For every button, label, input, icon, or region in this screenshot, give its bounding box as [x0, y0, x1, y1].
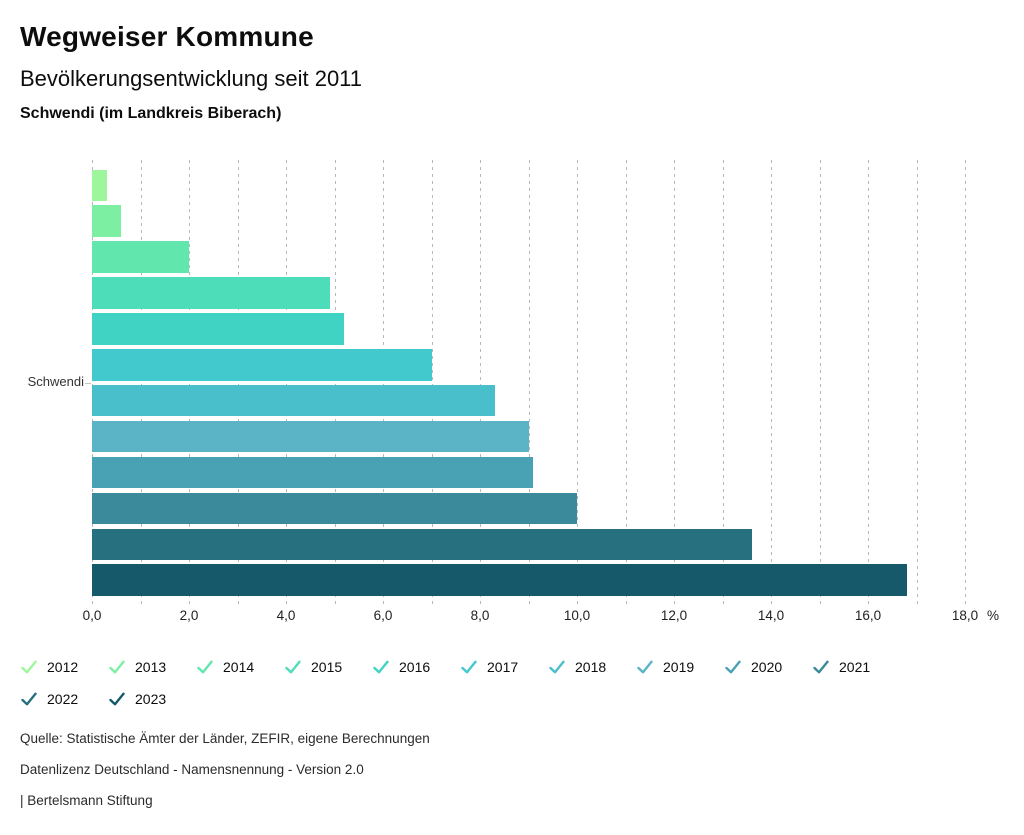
gridline [140, 160, 142, 607]
gridline [431, 160, 433, 607]
checkmark-icon [549, 660, 565, 674]
attribution-note: | Bertelsmann Stiftung [20, 793, 153, 808]
x-axis-tick-label: 2,0 [179, 608, 199, 623]
gridline [625, 160, 627, 607]
bar-2016[interactable] [92, 313, 345, 345]
bar-2015[interactable] [92, 277, 330, 309]
checkmark-icon [813, 660, 829, 674]
legend-item-2013[interactable]: 2013 [109, 657, 197, 677]
legend-item-label: 2019 [663, 659, 695, 675]
gridline [334, 160, 336, 607]
checkmark-icon [109, 660, 125, 674]
x-axis-tick-label: 16,0 [854, 608, 882, 623]
gridline [916, 160, 918, 607]
bar-2017[interactable] [92, 349, 432, 381]
chart-location-subtitle: Schwendi (im Landkreis Biberach) [20, 105, 282, 122]
bar-chart-plot-area [92, 160, 966, 607]
legend-item-label: 2012 [47, 659, 79, 675]
legend-item-label: 2018 [575, 659, 607, 675]
gridline [383, 160, 384, 607]
x-axis-tick-label: 12,0 [660, 608, 688, 623]
checkmark-icon [109, 692, 125, 706]
y-axis-tick [85, 383, 91, 384]
checkmark-icon [21, 692, 37, 706]
legend-item-2022[interactable]: 2022 [21, 689, 109, 709]
legend-item-label: 2017 [487, 659, 519, 675]
checkmark-icon [285, 660, 301, 674]
legend-item-2023[interactable]: 2023 [109, 689, 197, 709]
legend-item-2018[interactable]: 2018 [549, 657, 637, 677]
bar-2018[interactable] [92, 384, 495, 417]
legend-item-2019[interactable]: 2019 [637, 657, 725, 677]
x-axis-tick-label: 18,0 [951, 608, 979, 623]
legend-item-label: 2022 [47, 691, 79, 707]
chart-title: Bevölkerungsentwicklung seit 2011 [20, 66, 363, 91]
gridline [528, 160, 530, 607]
gridline [189, 160, 190, 607]
legend-item-label: 2021 [839, 659, 871, 675]
checkmark-icon [21, 660, 37, 674]
bar-2012[interactable] [92, 169, 107, 201]
source-note: Quelle: Statistische Ämter der Länder, Z… [20, 731, 430, 746]
gridline [286, 160, 287, 607]
legend-item-2016[interactable]: 2016 [373, 657, 461, 677]
legend-item-2020[interactable]: 2020 [725, 657, 813, 677]
gridline [868, 160, 869, 607]
x-axis-tick-label: 8,0 [470, 608, 490, 623]
gridline [577, 160, 578, 607]
checkmark-icon [725, 660, 741, 674]
chart-footer: Quelle: Statistische Ämter der Länder, Z… [20, 732, 430, 825]
checkmark-icon [373, 660, 389, 674]
legend-item-2017[interactable]: 2017 [461, 657, 549, 677]
legend-item-2015[interactable]: 2015 [285, 657, 373, 677]
gridline [674, 160, 675, 607]
bar-2019[interactable] [92, 420, 529, 453]
bar-2022[interactable] [92, 528, 752, 560]
gridline [722, 160, 724, 607]
app-title: Wegweiser Kommune [20, 21, 314, 52]
bar-2023[interactable] [92, 564, 907, 596]
legend-item-label: 2015 [311, 659, 343, 675]
gridline [819, 160, 821, 607]
checkmark-icon [637, 660, 653, 674]
x-axis-tick-label: 4,0 [276, 608, 296, 623]
legend-item-label: 2016 [399, 659, 431, 675]
legend-item-label: 2020 [751, 659, 783, 675]
gridline [92, 160, 93, 607]
gridline [237, 160, 239, 607]
x-axis-tick-label: 0,0 [82, 608, 102, 623]
chart-legend: 2012 2013 2014 2015 2016 2017 2018 2019 2020 2021… [21, 657, 911, 709]
legend-item-2021[interactable]: 2021 [813, 657, 901, 677]
legend-item-2012[interactable]: 2012 [21, 657, 109, 677]
legend-item-label: 2014 [223, 659, 255, 675]
bar-2020[interactable] [92, 456, 534, 489]
legend-item-label: 2023 [135, 691, 167, 707]
legend-item-2014[interactable]: 2014 [197, 657, 285, 677]
bar-2021[interactable] [92, 492, 577, 525]
x-axis-unit-label: % [986, 608, 1000, 623]
gridline [480, 160, 481, 607]
gridline [965, 160, 966, 607]
gridline [771, 160, 772, 607]
license-note: Datenlizenz Deutschland - Namensnennung … [20, 762, 364, 777]
x-axis-tick-label: 10,0 [563, 608, 591, 623]
bar-2013[interactable] [92, 205, 122, 237]
y-axis-category-label: Schwendi [27, 374, 84, 389]
checkmark-icon [197, 660, 213, 674]
x-axis-tick-label: 6,0 [373, 608, 393, 623]
x-axis-tick-label: 14,0 [757, 608, 785, 623]
legend-item-label: 2013 [135, 659, 167, 675]
checkmark-icon [461, 660, 477, 674]
bar-2014[interactable] [92, 241, 189, 273]
x-axis: 0,0 2,0 4,0 6,0 8,0 10,0 12,0 14,0 16,0 18,0% [0, 608, 1024, 626]
